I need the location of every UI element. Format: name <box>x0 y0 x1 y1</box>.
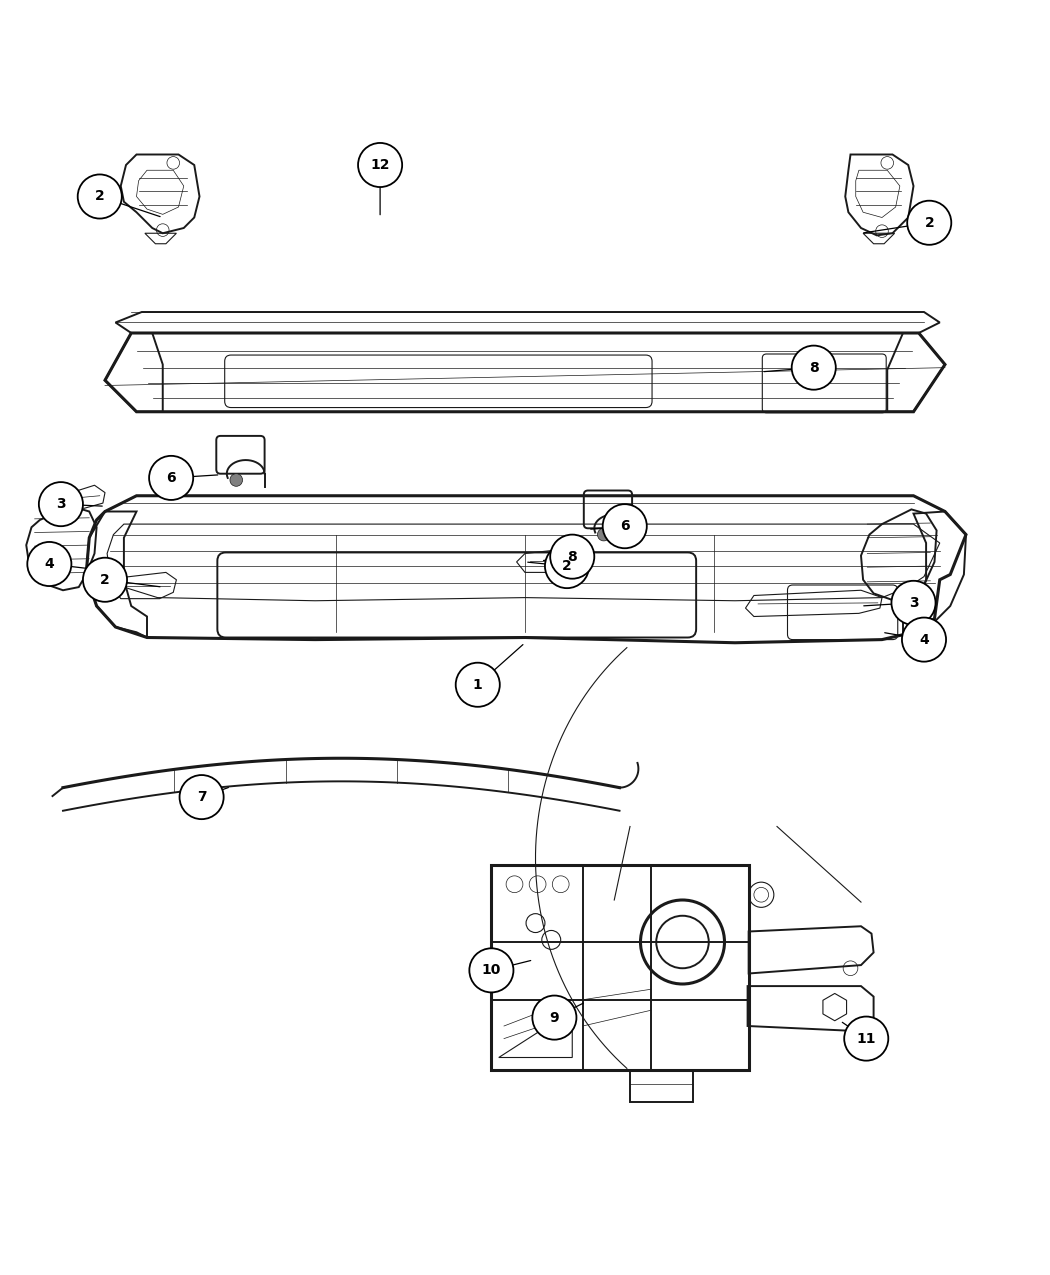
Circle shape <box>358 143 402 187</box>
Circle shape <box>456 663 500 706</box>
Text: 2: 2 <box>94 190 105 204</box>
Circle shape <box>39 482 83 527</box>
Text: 8: 8 <box>808 361 819 375</box>
Circle shape <box>149 456 193 500</box>
Circle shape <box>532 996 576 1039</box>
Text: 9: 9 <box>549 1011 560 1025</box>
Text: 4: 4 <box>44 557 55 571</box>
Text: 10: 10 <box>482 964 501 978</box>
Text: 2: 2 <box>100 572 110 586</box>
Text: 8: 8 <box>567 550 578 564</box>
Circle shape <box>891 581 936 625</box>
Text: 4: 4 <box>919 632 929 646</box>
Circle shape <box>230 474 243 486</box>
Circle shape <box>844 1016 888 1061</box>
Text: 3: 3 <box>908 595 919 609</box>
Circle shape <box>907 200 951 245</box>
Circle shape <box>597 528 610 541</box>
Circle shape <box>545 544 589 588</box>
Text: 6: 6 <box>620 519 630 533</box>
Text: 2: 2 <box>924 215 934 230</box>
Text: 11: 11 <box>857 1031 876 1046</box>
Circle shape <box>78 175 122 218</box>
Text: 1: 1 <box>472 678 483 692</box>
Text: 6: 6 <box>166 470 176 484</box>
Text: 2: 2 <box>562 560 572 572</box>
Circle shape <box>902 617 946 662</box>
Text: 7: 7 <box>196 790 207 805</box>
Circle shape <box>27 542 71 586</box>
Text: 3: 3 <box>56 497 66 511</box>
Circle shape <box>550 534 594 579</box>
Circle shape <box>180 775 224 819</box>
Text: 12: 12 <box>371 158 390 172</box>
Circle shape <box>792 346 836 390</box>
Circle shape <box>469 949 513 992</box>
Circle shape <box>83 557 127 602</box>
Circle shape <box>603 504 647 548</box>
